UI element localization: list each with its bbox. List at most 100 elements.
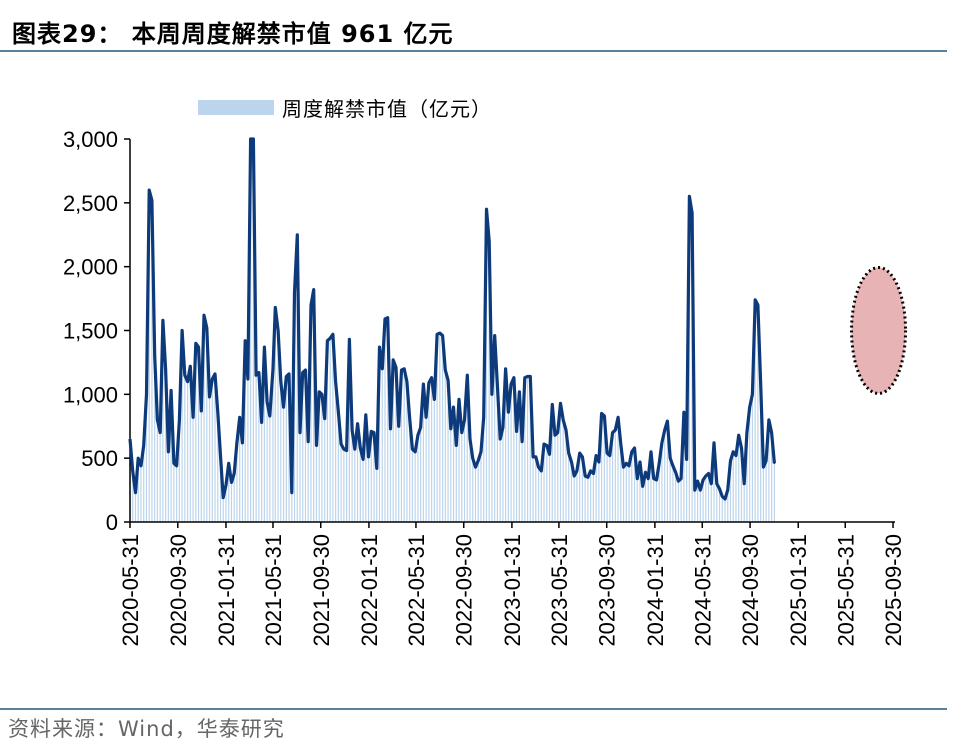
point-193: [658, 462, 660, 465]
bar-51: [269, 416, 271, 522]
bar-27: [203, 315, 205, 522]
point-228: [754, 299, 756, 301]
bar-136: [502, 427, 504, 522]
point-9: [153, 355, 156, 357]
bar-155: [554, 435, 556, 522]
y-tick-label: 1,500: [63, 319, 118, 344]
bar-121: [461, 432, 463, 522]
point-81: [351, 429, 353, 431]
point-121: [460, 431, 463, 434]
bar-93: [384, 319, 386, 522]
point-233: [768, 419, 770, 421]
bar-193: [658, 463, 660, 522]
bar-143: [521, 441, 523, 522]
bar-102: [409, 418, 411, 522]
point-11: [159, 431, 161, 434]
point-157: [559, 402, 562, 405]
point-63: [301, 371, 304, 374]
point-18: [178, 419, 181, 421]
bar-200: [677, 481, 679, 522]
bar-149: [537, 467, 540, 522]
bar-230: [760, 381, 762, 522]
highlight-ellipse: [850, 266, 908, 395]
bar-21: [186, 381, 189, 522]
bar-115: [444, 370, 446, 522]
bar-22: [189, 366, 191, 522]
bar-23: [192, 417, 194, 522]
point-69: [318, 390, 320, 393]
bar-178: [617, 417, 619, 522]
bar-212: [710, 483, 712, 522]
bar-9: [154, 356, 156, 522]
point-125: [471, 457, 474, 459]
point-101: [406, 380, 408, 383]
y-tick-label: 0: [106, 510, 118, 535]
bar-202: [683, 412, 685, 522]
point-183: [630, 450, 633, 453]
bar-197: [669, 458, 671, 522]
bar-120: [458, 399, 460, 522]
point-105: [417, 434, 419, 436]
point-44: [249, 138, 252, 140]
point-131: [488, 240, 490, 242]
point-31: [214, 373, 216, 375]
point-196: [666, 420, 669, 422]
point-190: [650, 450, 652, 453]
bar-192: [655, 479, 658, 522]
point-24: [195, 342, 197, 345]
bar-188: [644, 472, 647, 522]
point-144: [524, 376, 526, 379]
bar-78: [343, 449, 345, 522]
bar-12: [162, 320, 164, 522]
point-12: [162, 319, 164, 322]
bar-225: [746, 432, 748, 522]
point-123: [466, 374, 469, 376]
point-41: [241, 442, 244, 444]
bar-233: [768, 419, 770, 522]
bar-210: [705, 476, 707, 522]
point-159: [565, 429, 567, 431]
point-98: [397, 425, 400, 428]
point-116: [447, 379, 449, 382]
bar-216: [721, 496, 723, 522]
point-92: [381, 368, 384, 370]
bar-110: [431, 377, 433, 522]
bar-57: [285, 376, 287, 522]
point-156: [556, 431, 559, 434]
bar-28: [206, 327, 208, 522]
point-234: [770, 431, 773, 434]
point-182: [628, 465, 630, 467]
point-55: [280, 380, 282, 383]
bar-148: [535, 456, 537, 522]
point-34: [222, 496, 225, 499]
point-226: [748, 406, 751, 408]
bar-53: [274, 307, 276, 522]
point-56: [282, 406, 285, 408]
bar-16: [173, 463, 175, 522]
point-86: [365, 413, 367, 416]
point-180: [622, 466, 625, 468]
bar-142: [518, 391, 520, 522]
bar-41: [241, 442, 244, 522]
x-tick-label: 2022-09-30: [452, 534, 477, 647]
point-75: [334, 380, 337, 383]
bar-49: [263, 347, 265, 522]
point-124: [469, 438, 471, 440]
bar-191: [653, 478, 655, 522]
point-213: [713, 442, 715, 444]
bar-184: [633, 447, 636, 522]
bar-24: [195, 343, 197, 522]
point-202: [683, 411, 685, 414]
bar-11: [159, 432, 161, 522]
point-25: [197, 346, 200, 348]
y-tick-label: 500: [81, 446, 118, 471]
bar-156: [557, 432, 559, 522]
point-13: [164, 368, 167, 370]
point-102: [408, 417, 411, 420]
bar-47: [258, 372, 260, 522]
point-141: [515, 430, 518, 433]
bar-3: [137, 458, 139, 522]
point-49: [263, 346, 266, 348]
point-120: [458, 398, 460, 401]
point-200: [677, 480, 680, 482]
